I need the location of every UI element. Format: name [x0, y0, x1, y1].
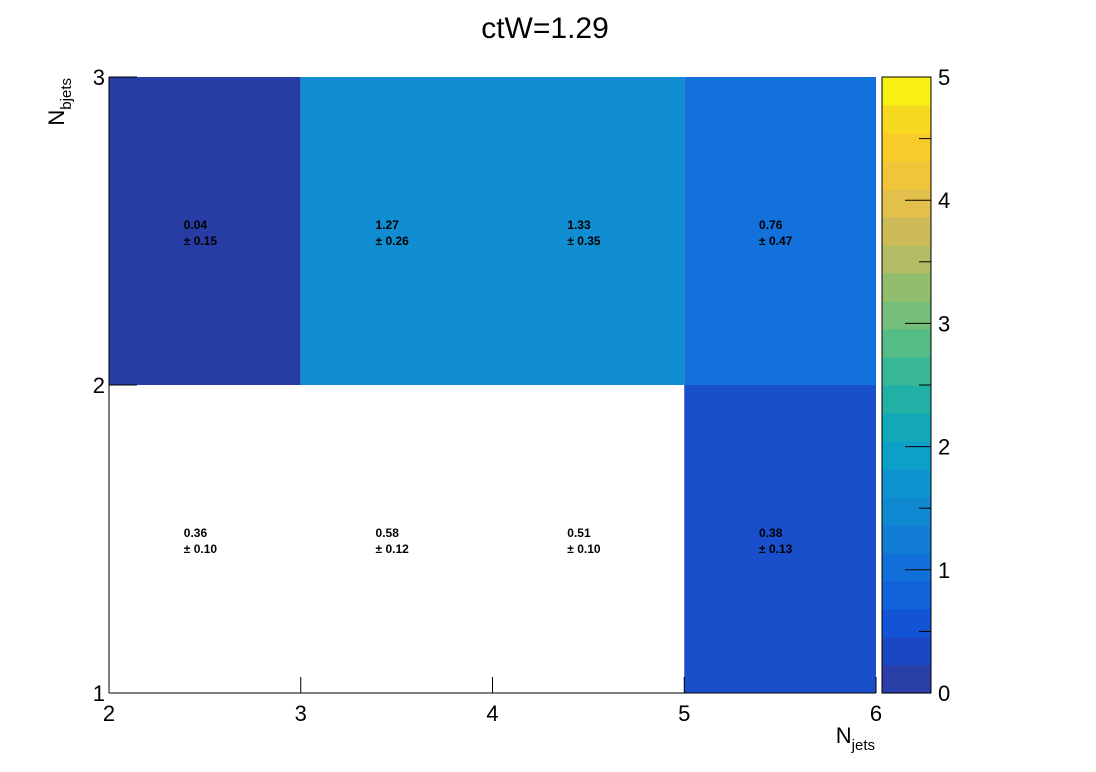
color-scale-tick-label: 5: [938, 65, 950, 90]
color-scale-band: [882, 217, 931, 246]
heatmap-cell: [109, 385, 301, 693]
heatmap-cells: [109, 77, 876, 693]
color-scale-band: [882, 301, 931, 330]
color-scale-band: [882, 245, 931, 274]
cell-error-label: ± 0.26: [376, 234, 410, 248]
x-tick-label: 2: [103, 701, 115, 726]
cell-error-label: ± 0.12: [376, 542, 410, 556]
x-axis-label-sub: jets: [851, 737, 875, 754]
x-tick-label: 3: [295, 701, 307, 726]
cell-value-label: 0.76: [759, 218, 783, 232]
color-scale-band: [882, 77, 931, 106]
heatmap-cell: [300, 77, 493, 385]
cell-value-label: 1.33: [567, 218, 591, 232]
color-scale-tick-label: 1: [938, 558, 950, 583]
color-scale-band: [882, 133, 931, 162]
heatmap-cell: [300, 385, 493, 693]
color-scale-band: [882, 357, 931, 386]
heatmap-cell: [109, 77, 301, 385]
y-tick-label: 2: [93, 373, 105, 398]
y-axis-label-sub: bjets: [58, 78, 75, 110]
color-scale-tick-label: 4: [938, 188, 950, 213]
heatmap-cell: [684, 77, 876, 385]
color-scale-tick-label: 0: [938, 681, 950, 706]
x-tick-label: 6: [870, 701, 882, 726]
color-scale-band: [882, 553, 931, 582]
color-scale-band: [882, 497, 931, 526]
cell-error-label: ± 0.13: [759, 542, 793, 556]
x-tick-label: 4: [486, 701, 498, 726]
y-axis-label: Nbjets: [44, 78, 75, 126]
color-scale-band: [882, 385, 931, 414]
color-scale-band: [882, 609, 931, 638]
color-scale-band: [882, 441, 931, 470]
cell-error-label: ± 0.10: [567, 542, 601, 556]
y-axis-label-main: N: [44, 110, 69, 126]
cell-error-label: ± 0.15: [184, 234, 218, 248]
cell-value-label: 0.51: [567, 526, 591, 540]
y-tick-label: 1: [93, 681, 105, 706]
cell-value-label: 1.27: [376, 218, 400, 232]
color-scale-tick-label: 3: [938, 311, 950, 336]
heatmap-cell: [492, 77, 685, 385]
cell-error-label: ± 0.10: [184, 542, 218, 556]
color-scale-band: [882, 469, 931, 498]
y-tick-label: 3: [93, 65, 105, 90]
color-scale-tick-label: 2: [938, 435, 950, 460]
color-scale-band: [882, 273, 931, 302]
cell-value-label: 0.36: [184, 526, 208, 540]
heatmap-cell: [492, 385, 685, 693]
color-scale-band: [882, 525, 931, 554]
cell-labels: 0.36 ± 0.10 0.58 ± 0.12 0.51 ± 0.10 0.38 ± 0.13…: [184, 218, 793, 556]
x-axis-label-main: N: [836, 723, 852, 748]
color-scale-band: [882, 189, 931, 218]
color-scale-band: [882, 581, 931, 610]
cell-error-label: ± 0.47: [759, 234, 793, 248]
chart-title: ctW=1.29: [481, 12, 609, 45]
cell-error-label: ± 0.35: [567, 234, 601, 248]
color-scale-band: [882, 665, 931, 694]
color-scale-band: [882, 413, 931, 442]
color-scale-band: [882, 637, 931, 666]
color-scale-band: [882, 105, 931, 134]
cell-value-label: 0.04: [184, 218, 208, 232]
cell-value-label: 0.38: [759, 526, 783, 540]
x-axis-label: Njets: [836, 723, 875, 754]
cell-value-label: 0.58: [376, 526, 400, 540]
color-scale-band: [882, 329, 931, 358]
color-scale-band: [882, 161, 931, 190]
heatmap-cell: [684, 385, 876, 693]
x-tick-label: 5: [678, 701, 690, 726]
color-scale: 0 1 2 3 4 5: [881, 65, 950, 706]
